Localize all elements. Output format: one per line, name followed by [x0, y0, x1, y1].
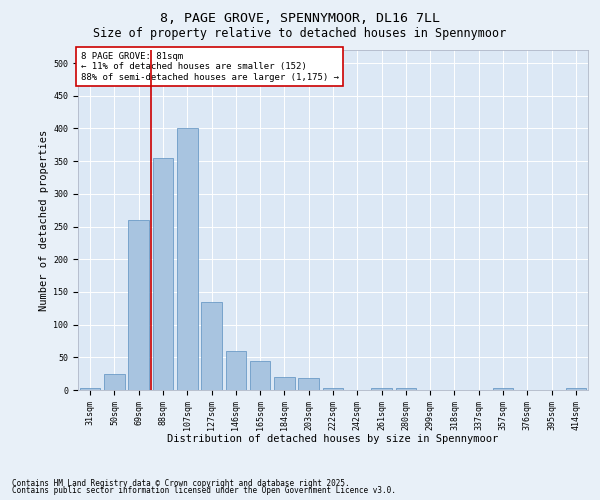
- Text: 8, PAGE GROVE, SPENNYMOOR, DL16 7LL: 8, PAGE GROVE, SPENNYMOOR, DL16 7LL: [160, 12, 440, 26]
- Text: 8 PAGE GROVE: 81sqm
← 11% of detached houses are smaller (152)
88% of semi-detac: 8 PAGE GROVE: 81sqm ← 11% of detached ho…: [80, 52, 338, 82]
- Bar: [274, 377, 295, 390]
- Bar: [128, 220, 149, 390]
- Bar: [104, 374, 125, 390]
- Bar: [226, 351, 246, 390]
- Bar: [566, 388, 586, 390]
- Bar: [323, 388, 343, 390]
- Text: Contains HM Land Registry data © Crown copyright and database right 2025.: Contains HM Land Registry data © Crown c…: [12, 478, 350, 488]
- Bar: [298, 378, 319, 390]
- Bar: [493, 388, 514, 390]
- Bar: [80, 388, 100, 390]
- Bar: [201, 302, 222, 390]
- Bar: [371, 388, 392, 390]
- Text: Contains public sector information licensed under the Open Government Licence v3: Contains public sector information licen…: [12, 486, 396, 495]
- Bar: [177, 128, 197, 390]
- Bar: [395, 388, 416, 390]
- Text: Size of property relative to detached houses in Spennymoor: Size of property relative to detached ho…: [94, 28, 506, 40]
- Y-axis label: Number of detached properties: Number of detached properties: [39, 130, 49, 310]
- Bar: [250, 360, 271, 390]
- Bar: [152, 158, 173, 390]
- X-axis label: Distribution of detached houses by size in Spennymoor: Distribution of detached houses by size …: [167, 434, 499, 444]
